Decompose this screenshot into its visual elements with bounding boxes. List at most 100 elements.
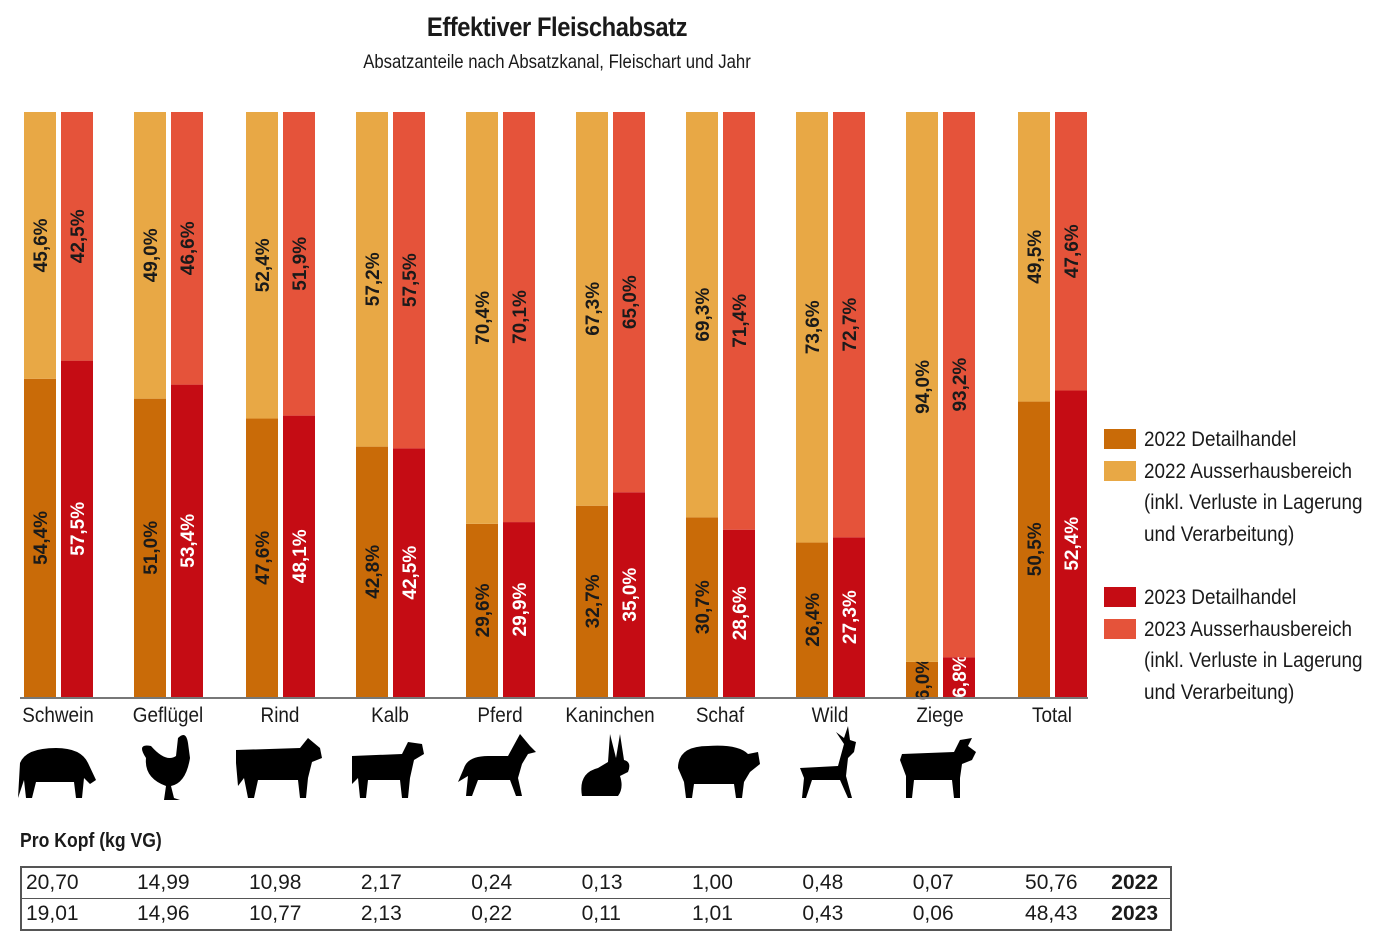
bar-segment [283,112,315,416]
sheep-icon [678,745,760,798]
table-cell: 1,01 [688,898,799,930]
table-cell: 48,43 [1021,898,1112,930]
table-cell: 0,43 [798,898,909,930]
bar-segment [171,384,203,697]
data-label: 48,1% [290,529,311,583]
chicken-icon [142,734,190,800]
data-label: 57,5% [68,502,89,556]
data-label: 45,6% [31,218,52,272]
bar-segment [613,112,645,493]
bar-segment [356,446,388,697]
bar-segment [171,112,203,385]
table-cell: 14,99 [133,866,245,899]
bar-segment [906,112,938,662]
legend-label: (inkl. Verluste in Lagerung [1144,649,1363,672]
bar-segment [503,112,535,523]
table-cell: 0,22 [467,898,578,930]
legend-label: 2023 Ausserhausbereich [1144,617,1353,641]
chart-title: Effektiver Fleischabsatz [426,12,688,42]
table-cell: 2,13 [356,898,468,930]
category-label: Kalb [371,704,409,727]
table-cell: 1,00 [688,866,799,899]
data-label: 27,3% [840,590,861,644]
table-cell: 0,24 [467,866,578,899]
table-cell: 0,48 [798,866,909,899]
data-label: 46,6% [178,221,199,275]
bar-segment [576,112,608,506]
legend-item: 2023 Ausserhausbereich (inkl. Verluste in… [1104,614,1387,709]
data-label: 72,7% [840,298,861,352]
data-label: 51,9% [290,237,311,291]
bar-segment [393,448,425,697]
table-cell: 14,96 [133,898,245,930]
bar-segment [1055,112,1087,391]
table-cell: 50,76 [1021,866,1112,899]
goat-icon [900,738,976,798]
per-capita-table: 20,70 14,99 10,98 2,17 0,24 0,13 1,00 0,48 0,07 5… [20,866,1172,931]
data-label: 52,4% [253,238,274,292]
bar-segment [906,661,938,697]
bar-segment [503,522,535,697]
legend-item: 2022 Detailhandel [1104,424,1387,456]
data-label: 54,4% [31,511,52,565]
table-cell: 0,13 [577,866,688,899]
data-label: 49,5% [1025,230,1046,284]
table-cell: 0,06 [908,898,1022,930]
legend-item: 2022 Ausserhausbereich (inkl. Verluste in… [1104,456,1387,551]
bar-segment [283,415,315,697]
data-label: 52,4% [1062,517,1083,571]
bar-segment [466,112,498,524]
bar-segment [833,112,865,538]
table-row: 19,01 14,96 10,77 2,13 0,22 0,11 1,01 0,43 0,06 4… [21,898,1171,930]
table-cell: 0,07 [908,866,1022,899]
category-label: Ziege [916,704,964,727]
data-label: 6,0% [913,657,934,700]
data-label: 69,3% [693,288,714,342]
cow-icon [236,738,322,798]
data-label: 73,6% [803,300,824,354]
table-cell: 0,11 [577,898,688,930]
legend-swatch [1104,587,1136,607]
bar-segment [61,360,93,697]
deer-icon [800,726,856,798]
table-cell: 2,17 [356,866,468,899]
legend-label: (inkl. Verluste in Lagerung [1144,491,1363,514]
legend-swatch [1104,618,1136,639]
data-label: 94,0% [913,360,934,414]
calf-icon [352,742,424,798]
data-label: 42,5% [68,209,89,263]
bar-segment [134,398,166,697]
category-label: Kaninchen [565,704,655,727]
category-label: Schaf [695,704,745,727]
bar-segment [1055,390,1087,697]
bar-segment [24,378,56,697]
legend-label: 2023 Detailhandel [1144,586,1297,609]
data-label: 29,6% [473,583,494,637]
bar-segment [246,112,278,419]
table-year: 2022 [1111,866,1171,899]
bar-segment [393,112,425,449]
data-label: 47,6% [253,531,274,585]
data-label: 30,7% [693,580,714,634]
pig-icon [18,748,96,798]
data-label: 42,8% [363,545,384,599]
bar-segment [686,112,718,518]
data-label: 71,4% [730,294,751,348]
legend-label: 2022 Detailhandel [1144,428,1297,451]
legend-label: und Verarbeitung) [1144,522,1295,546]
table-row: 20,70 14,99 10,98 2,17 0,24 0,13 1,00 0,48 0,07 5… [21,866,1171,899]
legend-item: 2023 Detailhandel [1104,582,1387,614]
table-cell: 19,01 [21,898,133,930]
category-label: Pferd [477,704,523,727]
bar-segment [134,112,166,399]
category-label: Wild [811,704,849,727]
data-label: 93,2% [950,358,971,412]
data-label: 6,8% [950,654,971,697]
data-label: 50,5% [1025,522,1046,576]
data-label: 28,6% [730,586,751,640]
data-label: 35,0% [620,568,641,622]
data-label: 70,4% [473,291,494,345]
category-label: Schwein [22,704,94,727]
data-label: 32,7% [583,574,604,628]
